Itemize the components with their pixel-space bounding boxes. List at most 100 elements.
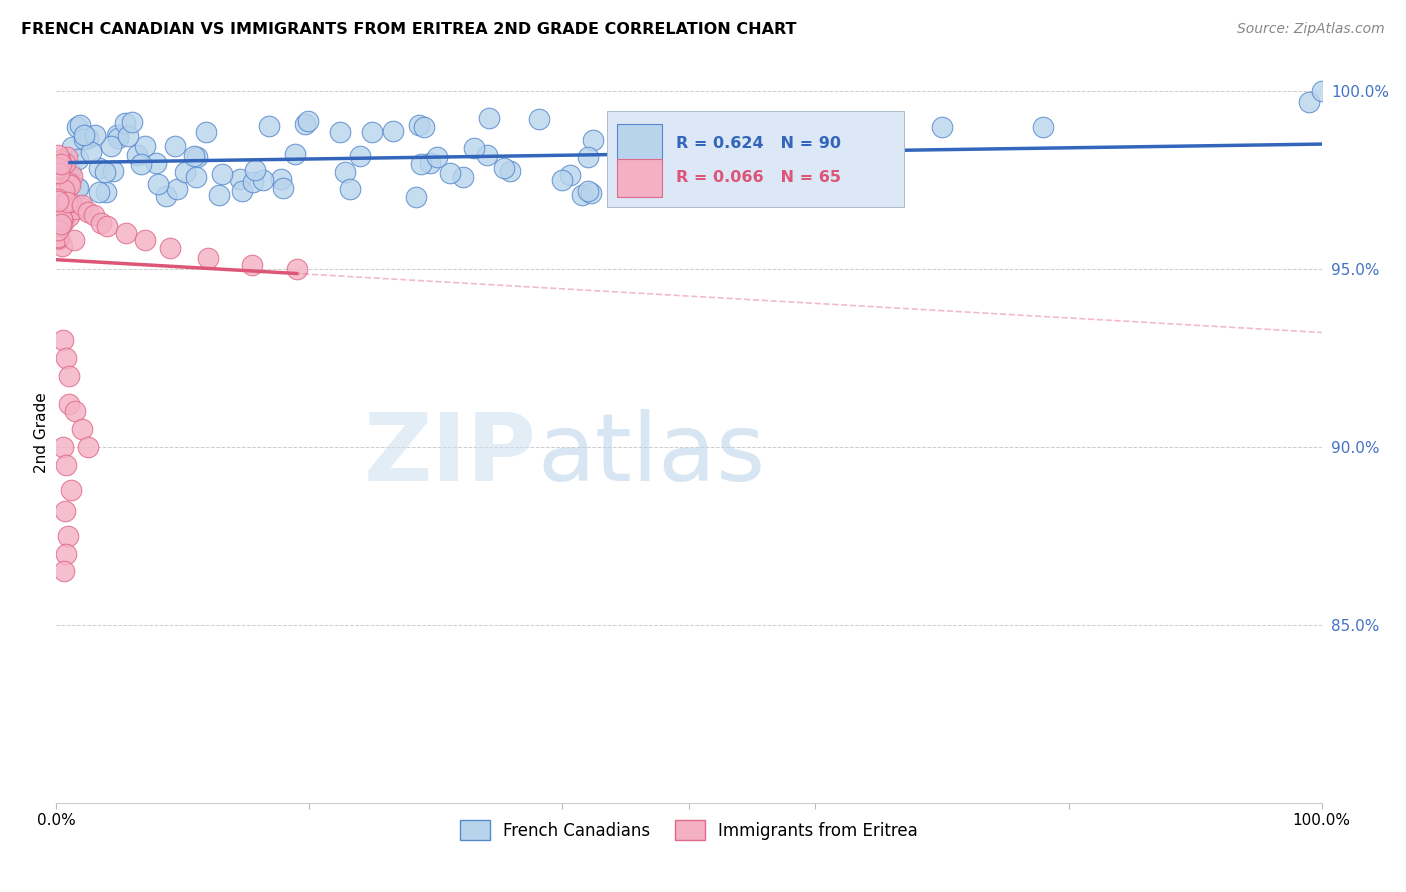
Point (76, 131, 98, 145)
Point (51, 213, 73, 227)
Point (463, 141, 485, 155)
Point (58, 176, 80, 190)
Point (49, 153, 72, 167)
Point (257, 120, 280, 134)
Point (405, 190, 427, 204)
Point (127, 148, 149, 162)
Point (55, 194, 77, 209)
Point (582, 133, 605, 147)
Point (84, 128, 107, 143)
Point (451, 170, 474, 185)
Point (1032, 120, 1054, 134)
Point (55, 351, 77, 365)
Point (51, 187, 73, 202)
Point (49, 218, 72, 232)
Point (48, 232, 70, 246)
Point (333, 164, 356, 178)
Point (51, 212, 73, 227)
Point (284, 146, 307, 161)
Point (70, 422, 93, 436)
Point (73, 132, 96, 146)
Point (228, 172, 250, 186)
Point (408, 118, 430, 132)
Point (576, 150, 599, 164)
Point (66, 181, 89, 195)
Point (551, 173, 574, 187)
Point (114, 227, 138, 241)
Legend: French Canadians, Immigrants from Eritrea: French Canadians, Immigrants from Eritre… (453, 814, 925, 847)
Point (53, 504, 76, 518)
Point (76, 205, 98, 219)
Text: FRENCH CANADIAN VS IMMIGRANTS FROM ERITREA 2ND GRADE CORRELATION CHART: FRENCH CANADIAN VS IMMIGRANTS FROM ERITR… (21, 22, 797, 37)
FancyBboxPatch shape (617, 124, 662, 162)
Point (146, 178, 169, 192)
Point (114, 116, 136, 130)
Point (60, 139, 83, 153)
Point (60, 483, 83, 497)
Point (49, 219, 72, 233)
Point (571, 187, 593, 202)
Point (59, 164, 82, 178)
Point (70, 198, 93, 212)
Point (48, 166, 70, 180)
Point (59, 178, 82, 193)
Point (419, 155, 441, 169)
Point (186, 150, 208, 164)
Point (159, 241, 181, 255)
Point (195, 124, 218, 138)
Point (58, 397, 80, 411)
Point (52, 333, 75, 347)
Point (612, 167, 634, 181)
Point (58, 209, 80, 223)
Point (121, 114, 143, 128)
Point (1298, 95, 1320, 109)
Point (297, 113, 319, 128)
Point (72, 128, 94, 142)
Point (231, 185, 253, 199)
Point (477, 148, 499, 162)
Point (678, 184, 700, 198)
Point (46, 161, 69, 175)
Point (60, 169, 83, 183)
Point (46, 148, 69, 162)
Point (80, 145, 103, 159)
Point (183, 149, 205, 163)
Point (46, 194, 69, 208)
Point (46, 231, 69, 245)
Point (382, 124, 405, 138)
Point (89, 186, 111, 200)
Point (349, 149, 371, 163)
Text: Source: ZipAtlas.com: Source: ZipAtlas.com (1237, 22, 1385, 37)
Point (105, 128, 128, 142)
Point (52, 440, 75, 454)
Point (89, 161, 111, 176)
Point (53, 203, 76, 218)
Point (129, 157, 152, 171)
Point (59, 174, 82, 188)
Point (46, 230, 69, 244)
Point (46, 158, 69, 172)
Point (90, 216, 111, 230)
Point (252, 172, 274, 186)
Point (83, 209, 105, 223)
Point (165, 139, 187, 153)
Point (46, 223, 69, 237)
Point (66, 120, 89, 134)
Point (65, 404, 87, 418)
Point (166, 182, 188, 196)
Point (51, 239, 73, 253)
Point (48, 219, 70, 234)
Point (46, 192, 69, 206)
Point (100, 138, 122, 153)
Point (173, 165, 195, 179)
Point (76, 440, 98, 454)
Point (409, 156, 432, 170)
Point (59, 195, 82, 210)
FancyBboxPatch shape (617, 159, 662, 197)
Point (558, 168, 581, 182)
Point (94, 185, 117, 199)
Point (716, 173, 738, 187)
Point (67, 181, 90, 195)
Point (46, 214, 69, 228)
Point (46, 212, 69, 227)
